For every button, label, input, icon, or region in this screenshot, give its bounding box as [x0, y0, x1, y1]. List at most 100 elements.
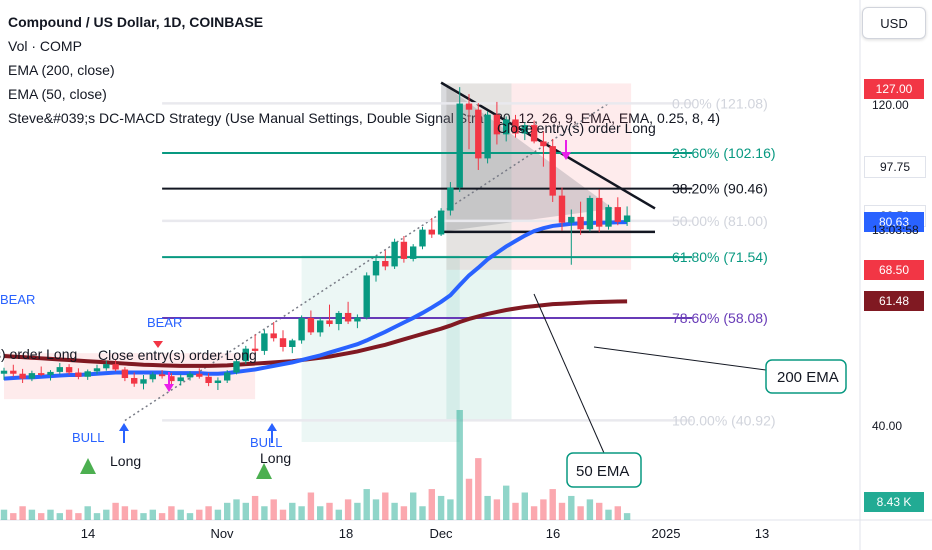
time-axis-label: Dec	[429, 526, 453, 541]
volume-bar	[186, 513, 194, 520]
candle-body	[419, 229, 426, 247]
volume-bar	[298, 506, 305, 520]
volume-bar	[540, 499, 547, 520]
candle-body	[530, 125, 538, 142]
volume-bar	[335, 509, 342, 520]
volume-bar	[19, 506, 26, 520]
time-axis-label: Nov	[210, 526, 234, 541]
candle-body	[568, 216, 575, 223]
volume-bar	[196, 509, 203, 520]
bull-label: BULL	[250, 435, 283, 450]
bear-label: BEAR	[147, 315, 182, 330]
candle-body	[577, 216, 584, 230]
volume-bar	[465, 478, 473, 520]
volume-bar	[344, 499, 352, 520]
candle-body	[214, 380, 222, 384]
volume-bar	[382, 492, 389, 520]
time-axis-label: 16	[546, 526, 560, 541]
volume-bar	[214, 509, 222, 520]
candle-body	[289, 340, 296, 347]
candle-body	[131, 378, 138, 384]
volume-bar	[149, 509, 156, 520]
currency-button[interactable]: USD	[862, 7, 926, 39]
candle-body	[326, 320, 333, 325]
volume-bar	[307, 492, 315, 520]
candle-body	[596, 197, 603, 227]
candle-body	[317, 320, 324, 333]
exit-arrow-head	[164, 384, 174, 392]
volume-bar	[289, 502, 296, 520]
close-entry-label: Close entry(s) order Long	[98, 347, 257, 363]
candle-body	[186, 373, 194, 378]
fib-level-label: 50.00% (81.00)	[672, 213, 768, 229]
volume-bar	[530, 506, 538, 520]
volume-bar	[493, 499, 501, 520]
symbol-title[interactable]: Compound / US Dollar, 1D, COINBASE	[8, 14, 264, 30]
long-arrow-head	[119, 423, 129, 431]
candle-body	[521, 125, 528, 134]
candle-body	[586, 197, 594, 230]
volume-bar	[503, 485, 510, 520]
volume-bar	[568, 495, 575, 520]
volume-bar	[317, 506, 324, 520]
volume-bar	[596, 502, 603, 520]
donchian-green-band-early	[301, 255, 460, 442]
candle-body	[475, 109, 482, 159]
indicator-dc-macd[interactable]: Steve&#039;s DC-MACD Strategy (Use Manua…	[8, 110, 721, 126]
volume-bar	[38, 513, 45, 520]
volume-bar	[437, 495, 445, 520]
fib-level-label: 23.60% (102.16)	[672, 145, 776, 161]
candle-body	[605, 207, 612, 227]
volume-bar	[261, 506, 268, 520]
volume-bar	[47, 509, 54, 520]
volume-bar	[521, 492, 528, 520]
candle-body	[456, 103, 463, 188]
price-badge: 127.00	[864, 79, 924, 100]
volume-bar	[158, 513, 166, 520]
candle-body	[307, 317, 315, 333]
candle-body	[447, 187, 454, 211]
volume-bar	[0, 509, 8, 520]
bear-label: BEAR	[0, 292, 35, 307]
candle-body	[158, 374, 166, 377]
long-arrow-head	[267, 423, 277, 431]
candle-body	[47, 371, 54, 375]
candle-body	[279, 338, 287, 347]
candle-body	[177, 377, 184, 382]
volume-bar	[410, 492, 417, 520]
volume-bar	[242, 502, 249, 520]
candle-body	[261, 333, 268, 351]
bull-triangle-marker	[80, 458, 96, 474]
candle-body	[28, 373, 36, 379]
volume-bar	[131, 509, 138, 520]
volume-bar	[140, 513, 147, 520]
price-badge: 97.75	[864, 155, 926, 178]
candle-body	[372, 260, 380, 276]
candle-body	[428, 229, 435, 235]
volume-bar	[456, 410, 463, 520]
volume-bar	[605, 509, 612, 520]
candle-body	[335, 312, 342, 325]
volume-bar	[586, 499, 594, 520]
indicator-volume[interactable]: Vol · COMP	[8, 38, 82, 54]
bar-countdown: 13:03:58	[872, 223, 919, 238]
candle-body	[56, 367, 63, 372]
candle-body	[103, 364, 110, 369]
candle-body	[242, 348, 249, 362]
indicator-ema50[interactable]: EMA (50, close)	[8, 86, 107, 102]
volume-bar	[558, 502, 566, 520]
volume-bar	[577, 506, 584, 520]
volume-bar	[233, 499, 240, 520]
time-axis-label: 2025	[652, 526, 681, 541]
indicator-ema200[interactable]: EMA (200, close)	[8, 62, 115, 78]
callout-200ema-box	[765, 359, 847, 394]
candle-body	[354, 317, 361, 322]
volume-bar	[224, 502, 231, 520]
price-badge: 80.63	[864, 212, 924, 233]
long-label: Long	[260, 450, 291, 466]
volume-bar	[28, 509, 36, 520]
volume-bar	[93, 513, 101, 520]
volume-bar	[447, 499, 454, 520]
time-axis-label: 14	[81, 526, 95, 541]
